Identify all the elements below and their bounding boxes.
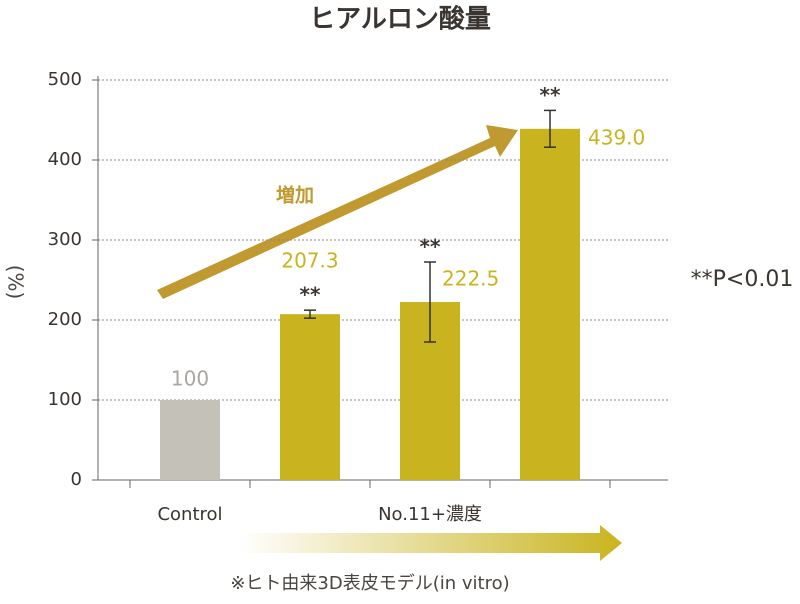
trend-arrow [157,125,518,299]
bar [160,400,220,480]
value-label: 100 [171,367,209,391]
y-tick-label: 400 [48,149,82,170]
significance-marker: ** [420,235,441,259]
y-tick-label: 300 [48,229,82,250]
y-tick-label: 200 [48,309,82,330]
footnote: ※ヒト由来3D表皮モデル(in vitro) [230,573,509,594]
error-bar [424,261,436,343]
significance-marker: ** [300,283,321,307]
value-label: 207.3 [281,249,338,273]
concentration-arrow [240,525,622,561]
bar [280,314,340,480]
value-label: 439.0 [588,125,645,149]
y-axis-label: (%) [4,265,28,300]
error-bar [304,309,316,319]
x-tick-label: Control [157,504,222,525]
value-label: 222.5 [442,267,499,291]
significance-marker: ** [540,83,561,107]
bar [520,128,580,481]
error-bar [544,109,556,148]
y-tick-label: 500 [48,69,82,90]
trend-label: 増加 [276,184,314,207]
chart-title: ヒアルロン酸量 [309,5,491,35]
group-label: No.11+濃度 [378,504,482,525]
y-tick-label: 0 [71,469,82,490]
significance-note: **P<0.01 [691,267,794,292]
y-tick-label: 100 [48,389,82,410]
